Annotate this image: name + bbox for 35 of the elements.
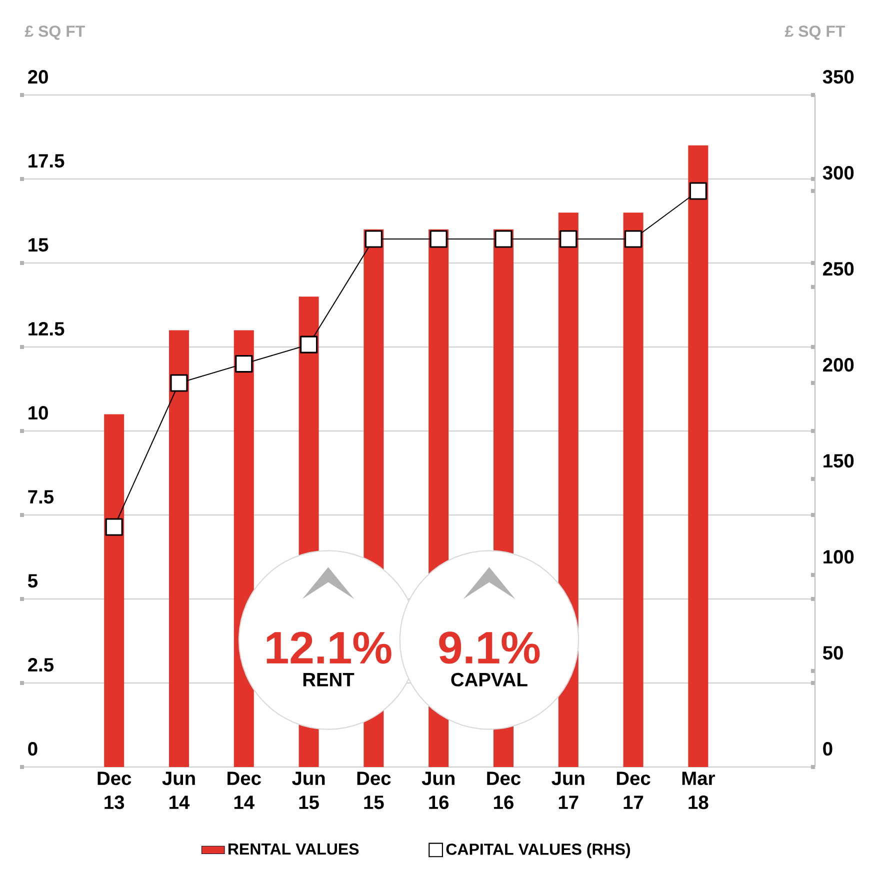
y-tick-label: 15: [28, 238, 48, 252]
annotation: RENT: [303, 673, 354, 686]
y-tick-label: 5: [28, 574, 38, 588]
x-tick-label: Jun 15: [292, 772, 325, 810]
y-tick-label: 10: [28, 406, 48, 420]
y2-tick-label: 100: [824, 550, 854, 564]
x-tick-label: Mar 18: [682, 772, 715, 810]
y-tick-label: 0: [28, 742, 38, 756]
legend-label: CAPITAL VALUES (RHS): [446, 843, 630, 858]
x-tick-label: Jun 17: [552, 772, 584, 809]
annotation: CAPVAL: [451, 672, 528, 686]
y-tick-label: 7.5: [28, 490, 54, 504]
legend-label: RENTAL VALUES: [228, 843, 359, 855]
y-tick-label: 2.5: [28, 658, 54, 672]
x-tick-label: Dec 15: [357, 772, 391, 810]
y2-tick-label: 350: [822, 70, 854, 84]
y2-tick-label: 300: [822, 166, 854, 180]
x-tick-label: Jun 14: [162, 772, 195, 809]
x-tick-label: Dec 14: [228, 772, 261, 809]
x-tick-label: Dec 16: [487, 772, 521, 810]
x-tick-label: Dec 17: [616, 772, 650, 809]
annotation: 12.1%: [266, 632, 392, 664]
y-tick-label: 12.5: [28, 322, 64, 336]
y-tick-label: 20: [28, 70, 48, 84]
y-tick-label: 17.5: [28, 154, 64, 168]
y2-tick-label: 200: [823, 358, 854, 372]
y2-axis-title: £ SQ FT: [784, 26, 846, 40]
y2-tick-label: 250: [823, 262, 854, 276]
y2-tick-label: 0: [823, 742, 832, 756]
x-tick-label: Jun 16: [422, 772, 454, 810]
y2-tick-label: 150: [824, 454, 854, 468]
y-axis-title: £ SQ FT: [24, 26, 85, 40]
y2-tick-label: 50: [822, 646, 843, 660]
x-tick-label: Dec 13: [98, 772, 132, 810]
annotation: 9.1%: [439, 632, 540, 664]
